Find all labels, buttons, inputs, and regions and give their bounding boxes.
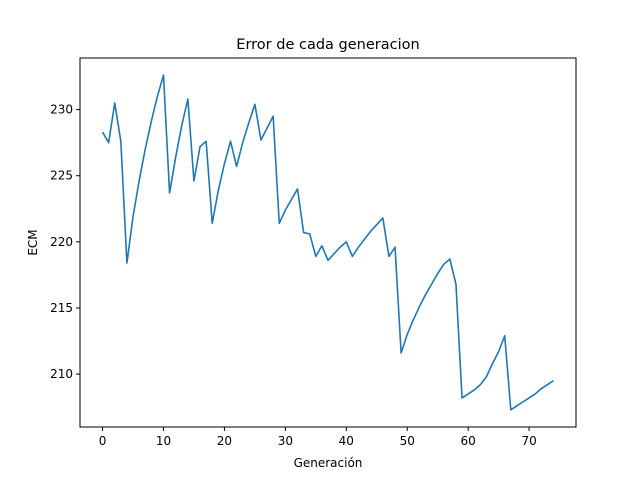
y-tick-label: 220: [50, 235, 73, 249]
x-tick-label: 40: [339, 434, 354, 448]
y-axis-ticks: 210 215 220 225 230: [50, 103, 80, 381]
y-tick-label: 230: [50, 103, 73, 117]
series-line-0: [101, 74, 554, 411]
y-tick-label: 210: [50, 367, 73, 381]
y-tick-label: 215: [50, 301, 73, 315]
x-tick-label: 10: [156, 434, 171, 448]
y-tick-label: 225: [50, 169, 73, 183]
chart-title: Error de cada generacion: [236, 37, 419, 53]
y-axis-label: ECM: [26, 229, 40, 255]
x-axis-label: Generación: [294, 456, 363, 470]
x-tick-label: 30: [278, 434, 293, 448]
x-tick-label: 50: [400, 434, 415, 448]
axes-frame: [79, 57, 577, 428]
x-axis-ticks: 0 10 20 30 40 50 60 70: [99, 427, 537, 448]
x-tick-label: 0: [99, 434, 107, 448]
x-tick-label: 20: [217, 434, 232, 448]
x-tick-label: 70: [521, 434, 536, 448]
plot-area: [101, 74, 554, 411]
x-tick-label: 60: [461, 434, 476, 448]
